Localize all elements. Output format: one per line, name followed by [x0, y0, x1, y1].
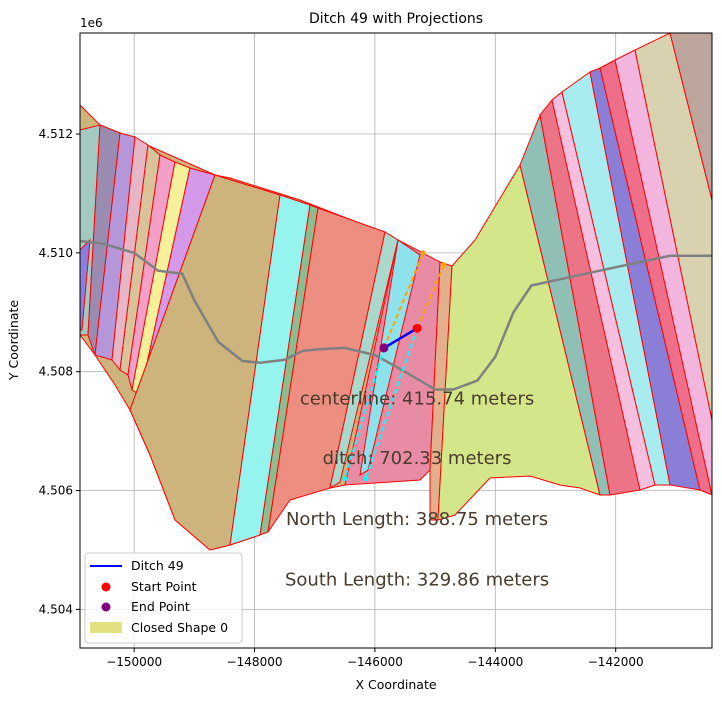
projection-line — [416, 264, 446, 329]
x-tick-label: −144000 — [467, 655, 523, 669]
parcel-strip — [669, 33, 712, 201]
legend-end-marker — [101, 602, 111, 612]
y-axis-label: Y Coordinate — [6, 300, 21, 381]
ditch-line — [383, 327, 418, 349]
chart-title: Ditch 49 with Projections — [309, 11, 483, 27]
y-offset-label: 1e6 — [80, 16, 103, 30]
parcel-main-g — [359, 239, 421, 477]
legend-label-shape: Closed Shape 0 — [131, 620, 228, 635]
parcel-main-d — [267, 207, 386, 533]
x-axis-label: X Coordinate — [355, 677, 436, 692]
x-tick-label: −150000 — [106, 655, 162, 669]
x-tick-label: −142000 — [588, 655, 644, 669]
parcel-strip — [614, 49, 712, 496]
length-annotation: centerline: 415.74 meters — [300, 388, 534, 409]
legend-box — [84, 552, 243, 644]
closed-shape — [437, 163, 601, 521]
y-axis-ticks: 4.504 4.506 4.508 4.510 4.512 — [39, 127, 80, 616]
y-tick-label: 4.510 — [39, 246, 73, 260]
end-point-marker — [379, 343, 389, 353]
projection-line — [364, 327, 419, 480]
y-tick-label: 4.512 — [39, 127, 73, 141]
y-tick-label: 4.508 — [39, 365, 73, 379]
projection-line — [383, 252, 425, 349]
legend-label-ditch: Ditch 49 — [131, 558, 184, 573]
projection-endpoint — [420, 250, 426, 256]
data-layer: centerline: 415.74 meters ditch: 702.33 m… — [80, 239, 712, 591]
y-tick-label: 4.504 — [39, 602, 73, 616]
parcel-strip — [599, 59, 712, 496]
projection-endpoint — [342, 476, 348, 482]
axes-frame — [79, 32, 713, 649]
centerline-path — [80, 239, 712, 391]
parcel-shapes — [80, 33, 712, 551]
parcel-strip — [80, 238, 91, 331]
x-tick-label: −148000 — [227, 655, 283, 669]
length-annotation: North Length: 388.75 meters — [286, 509, 548, 530]
start-point-marker — [412, 323, 422, 333]
projection-line — [343, 347, 385, 479]
legend: Ditch 49 Start Point End Point Closed Sh… — [84, 552, 243, 644]
length-annotation: South Length: 329.86 meters — [285, 570, 549, 591]
x-tick-label: −146000 — [347, 655, 403, 669]
legend-label-start: Start Point — [131, 579, 197, 594]
projection-endpoint — [363, 476, 369, 482]
length-annotation: ditch: 702.33 meters — [323, 448, 512, 469]
legend-shape-swatch — [90, 622, 122, 633]
parcel-main-h — [429, 261, 453, 521]
parcel-main-e — [329, 231, 399, 490]
x-axis-ticks: −150000 −148000 −146000 −144000 −142000 — [106, 648, 644, 669]
legend-start-marker — [101, 582, 111, 592]
parcel-strip — [634, 33, 712, 421]
legend-label-end: End Point — [131, 599, 190, 614]
projection-endpoint — [441, 262, 447, 268]
y-tick-label: 4.506 — [39, 484, 73, 498]
